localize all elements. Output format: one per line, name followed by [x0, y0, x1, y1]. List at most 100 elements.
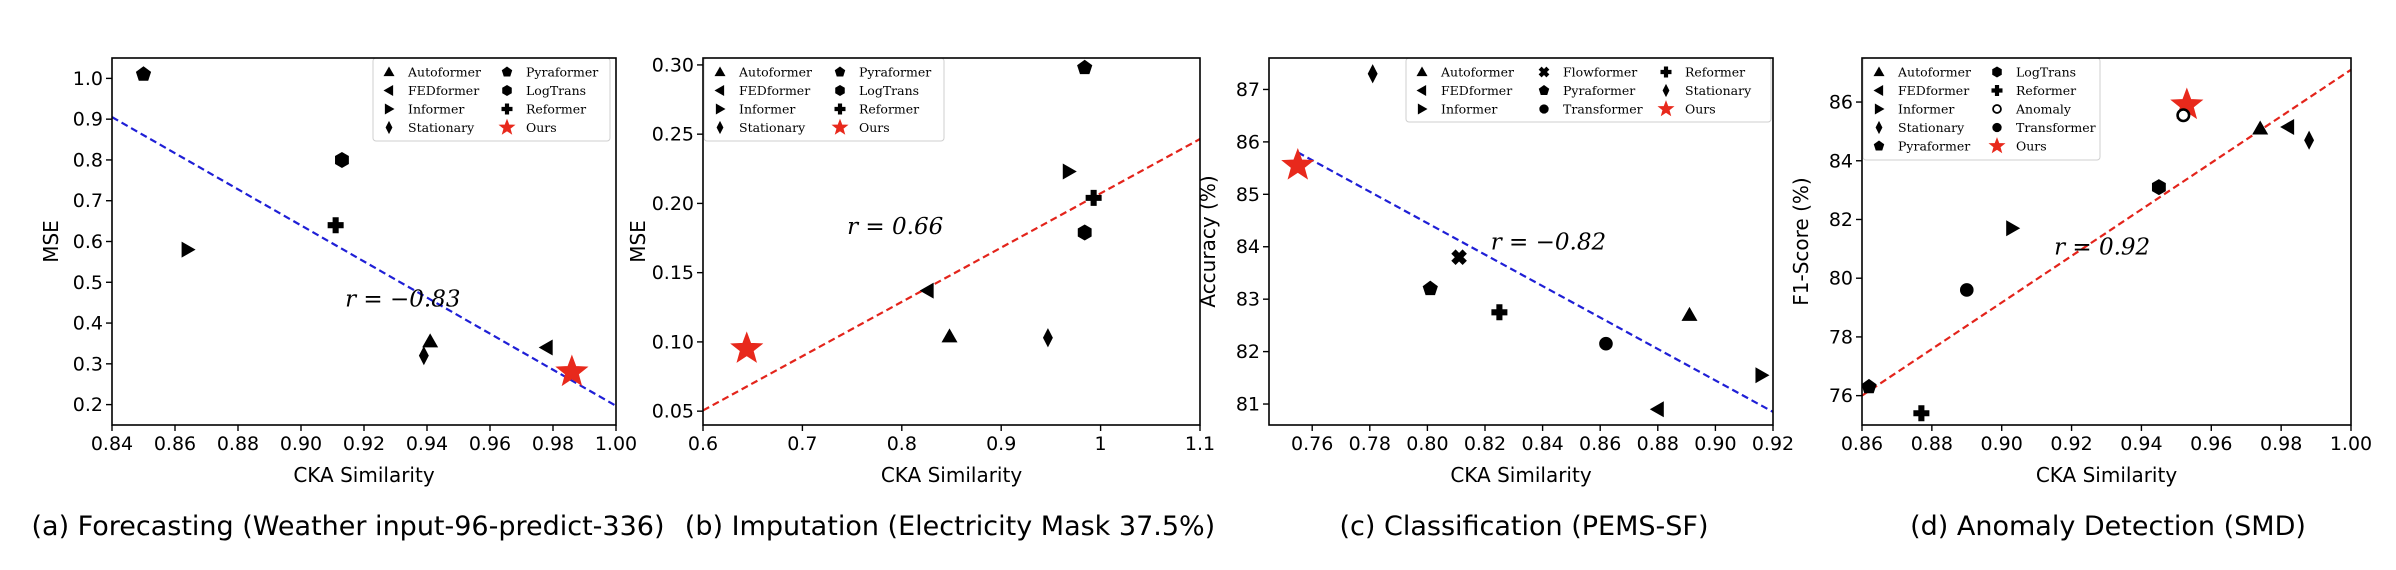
- legend-label-ours: Ours: [2016, 139, 2047, 154]
- legend-label-ours: Ours: [1685, 102, 1716, 117]
- legend-label-stationary: Stationary: [1685, 83, 1752, 98]
- legend-label-autoformer: Autoformer: [1897, 65, 1971, 80]
- legend: Autoformer FEDformer Informer Stationary Pyr…: [703, 57, 945, 142]
- legend-label-pyraformer: Pyraformer: [1563, 83, 1635, 98]
- legend-label-stationary: Stationary: [1898, 120, 1965, 135]
- y-tick-label: 0.2: [73, 394, 103, 416]
- y-tick-label: 0.7: [73, 190, 103, 212]
- legend-marker-ours: [1657, 100, 1675, 117]
- x-tick-label: 0.84: [91, 433, 133, 455]
- y-tick-label: 0.9: [73, 109, 103, 131]
- y-axis-label: F1-Score (%): [1789, 177, 1813, 305]
- regression-line: [112, 116, 616, 407]
- point-fedformer: [1649, 401, 1664, 418]
- x-tick-label: 0.96: [2190, 433, 2232, 455]
- x-tick-label: 0.90: [1694, 433, 1736, 455]
- legend-marker-transformer: [1992, 122, 2002, 133]
- point-stationary: [1367, 64, 1378, 84]
- point-transformer: [1959, 283, 1974, 297]
- legend-marker-logtrans: [1992, 66, 2002, 78]
- correlation-label: r = −0.82: [1491, 229, 1606, 255]
- x-tick-label: 0.86: [1841, 433, 1883, 455]
- legend-marker-reformer: [501, 103, 513, 115]
- legend: Autoformer FEDformer Informer Flowformer Pyr…: [1405, 57, 1772, 123]
- legend-marker-fedformer: [714, 85, 725, 96]
- x-tick-label: 0.92: [343, 433, 385, 455]
- legend-marker-fedformer: [1416, 85, 1427, 96]
- point-informer: [1062, 163, 1077, 180]
- x-tick-label: 0.82: [1464, 433, 1506, 455]
- legend-label-informer: Informer: [1441, 102, 1497, 117]
- legend-marker-stationary: [385, 120, 393, 135]
- point-reformer: [1913, 405, 1930, 422]
- legend-label-transformer: Transformer: [1563, 102, 1643, 117]
- point-ours: [1281, 148, 1315, 180]
- y-tick-label: 1.0: [73, 68, 103, 90]
- plot-frame: [702, 57, 1201, 426]
- point-stationary: [418, 346, 429, 366]
- correlation-label: r = −0.83: [345, 287, 460, 313]
- legend-marker-informer: [384, 103, 395, 115]
- x-axis-label: CKA Similarity: [881, 463, 1022, 487]
- y-tick-label: 87: [1236, 79, 1260, 101]
- legend-marker-informer: [715, 103, 726, 115]
- legend-label-ours: Ours: [526, 120, 557, 135]
- legend-marker-logtrans: [502, 85, 512, 96]
- legend-marker-informer: [1417, 103, 1428, 115]
- x-tick-label: 0.7: [787, 433, 817, 455]
- x-tick-label: 0.86: [1579, 433, 1621, 455]
- legend-marker-autoformer: [1416, 66, 1428, 77]
- legend-marker-stationary: [1662, 83, 1670, 98]
- point-informer: [1755, 367, 1770, 384]
- point-fedformer: [538, 339, 553, 356]
- point-transformer: [1599, 336, 1613, 351]
- panel-caption: (b) Imputation (Electricity Mask 37.5%): [685, 511, 1215, 542]
- x-tick-label: 0.78: [1349, 433, 1391, 455]
- y-tick-label: 81: [1236, 394, 1260, 416]
- y-tick-label: 84: [1829, 150, 1853, 172]
- legend-marker-pyraformer: [1538, 85, 1550, 95]
- point-ours: [555, 354, 589, 387]
- legend-label-autoformer: Autoformer: [738, 65, 812, 80]
- legend-label-stationary: Stationary: [739, 120, 806, 135]
- correlation-label: r = 0.66: [847, 214, 943, 240]
- legend-label-anomaly: Anomaly: [2015, 102, 2072, 117]
- legend-marker-stationary: [1875, 120, 1883, 135]
- point-autoformer: [2252, 120, 2269, 135]
- x-tick-label: 0.80: [1406, 433, 1448, 455]
- point-anomaly: [2176, 108, 2191, 123]
- point-fedformer: [919, 282, 934, 299]
- legend-marker-pyraformer: [1873, 140, 1885, 151]
- y-tick-label: 0.8: [73, 149, 103, 171]
- legend-label-fedformer: FEDformer: [739, 83, 810, 98]
- x-tick-label: 0.86: [154, 433, 196, 455]
- legend-marker-reformer: [1991, 85, 2003, 96]
- x-tick-label: 0.92: [2050, 433, 2092, 455]
- point-reformer: [1085, 189, 1102, 206]
- legend-marker-pyraformer: [501, 66, 513, 77]
- point-pyraformer: [1861, 378, 1877, 394]
- point-stationary: [1042, 328, 1053, 348]
- legend-label-autoformer: Autoformer: [1440, 65, 1514, 80]
- legend-marker-ours: [498, 118, 516, 135]
- y-tick-label: 0.15: [652, 262, 694, 284]
- y-tick-label: 0.5: [73, 272, 103, 294]
- x-tick-label: 1.00: [2330, 433, 2372, 455]
- point-informer: [181, 241, 196, 258]
- point-autoformer: [422, 333, 439, 348]
- y-tick-label: 0.6: [73, 231, 103, 253]
- legend-label-reformer: Reformer: [2016, 83, 2076, 98]
- legend-marker-anomaly: [1992, 104, 2002, 114]
- x-axis-label: CKA Similarity: [293, 463, 434, 487]
- y-tick-label: 0.4: [73, 313, 103, 335]
- y-axis-label: MSE: [626, 220, 650, 263]
- y-axis-label: Accuracy (%): [1196, 175, 1220, 307]
- legend-marker-ours: [831, 118, 849, 135]
- y-tick-label: 76: [1829, 385, 1853, 407]
- legend-label-pyraformer: Pyraformer: [1898, 139, 1970, 154]
- chart-panel-1: r = −0.83 Autoformer FEDformer Informer Stat…: [31, 57, 665, 542]
- legend-label-autoformer: Autoformer: [407, 65, 481, 80]
- y-tick-label: 82: [1829, 209, 1853, 231]
- x-tick-label: 0.84: [1521, 433, 1563, 455]
